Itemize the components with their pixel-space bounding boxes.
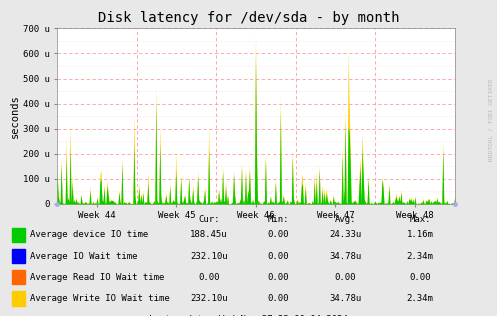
Text: 34.78u: 34.78u	[330, 294, 361, 303]
Bar	[12, 249, 25, 263]
Text: Average Read IO Wait time: Average Read IO Wait time	[30, 273, 164, 282]
Text: 1.16m: 1.16m	[407, 230, 433, 239]
Bar	[12, 228, 25, 242]
Text: 0.00: 0.00	[267, 230, 289, 239]
Bar	[12, 270, 25, 284]
Text: 0.00: 0.00	[267, 273, 289, 282]
Text: 24.33u: 24.33u	[330, 230, 361, 239]
Text: Average Write IO Wait time: Average Write IO Wait time	[30, 294, 169, 303]
Text: 34.78u: 34.78u	[330, 252, 361, 260]
Bar	[12, 291, 25, 306]
Text: 188.45u: 188.45u	[190, 230, 228, 239]
Text: 0.00: 0.00	[409, 273, 431, 282]
Text: 2.34m: 2.34m	[407, 252, 433, 260]
Text: Avg:: Avg:	[334, 215, 356, 224]
Text: Cur:: Cur:	[198, 215, 220, 224]
Text: 0.00: 0.00	[198, 273, 220, 282]
Text: Max:: Max:	[409, 215, 431, 224]
Text: 0.00: 0.00	[267, 294, 289, 303]
Text: 232.10u: 232.10u	[190, 294, 228, 303]
Text: 0.00: 0.00	[334, 273, 356, 282]
Text: Disk latency for /dev/sda - by month: Disk latency for /dev/sda - by month	[98, 11, 399, 25]
Text: Average IO Wait time: Average IO Wait time	[30, 252, 137, 260]
Text: Average device IO time: Average device IO time	[30, 230, 148, 239]
Text: Min:: Min:	[267, 215, 289, 224]
Text: Last update: Wed Nov 27 23:00:04 2024: Last update: Wed Nov 27 23:00:04 2024	[149, 315, 348, 316]
Text: 2.34m: 2.34m	[407, 294, 433, 303]
Y-axis label: seconds: seconds	[10, 94, 20, 138]
Text: 232.10u: 232.10u	[190, 252, 228, 260]
Text: 0.00: 0.00	[267, 252, 289, 260]
Text: RRDTOOL / TOBI OETIKER: RRDTOOL / TOBI OETIKER	[489, 79, 494, 161]
